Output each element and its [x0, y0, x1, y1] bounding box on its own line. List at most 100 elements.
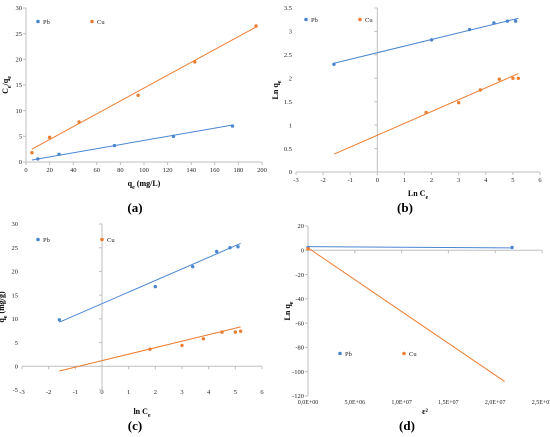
data-point-pb — [153, 284, 158, 289]
data-point-cu — [497, 77, 502, 81]
data-point-pb — [492, 21, 496, 25]
y-tick-label: 0 — [301, 247, 304, 254]
x-tick-label: 5 — [511, 177, 514, 184]
data-point-pb — [505, 19, 510, 23]
trendline-cu — [31, 26, 257, 150]
x-tick-label: 6 — [260, 389, 264, 396]
y-tick-label: 0 — [289, 169, 292, 176]
x-tick-label: -1 — [348, 177, 353, 184]
x-tick-label: 1 — [127, 389, 130, 396]
legend-label-cu: Cu — [365, 17, 373, 24]
data-point-cu — [180, 343, 184, 348]
x-tick-label: 40 — [70, 167, 77, 174]
data-point-pb — [171, 134, 176, 139]
x-tick-label: 0 — [24, 167, 27, 174]
x-tick-label: -2 — [46, 389, 51, 396]
x-tick-label: 6 — [538, 177, 542, 184]
data-point-cu — [516, 76, 521, 80]
y-axis-title: Ce/qe — [1, 76, 13, 94]
y-tick-label: 5 — [15, 340, 18, 347]
x-tick-label: -2 — [320, 177, 325, 184]
data-point-cu — [424, 110, 428, 115]
x-tick-label: 1,5E+07 — [438, 400, 459, 406]
x-axis-title: ε² — [422, 407, 428, 416]
x-tick-label: 200 — [257, 167, 267, 174]
data-point-cu — [47, 135, 52, 140]
y-axis-title: Ln qe — [271, 80, 283, 99]
y-tick-label: 0.5 — [284, 146, 292, 153]
data-point-pb — [36, 157, 40, 161]
x-axis-title: ln Ce — [133, 407, 150, 419]
data-point-cu — [254, 24, 258, 28]
y-tick-label: 5 — [19, 134, 22, 141]
x-tick-label: 100 — [139, 167, 149, 174]
y-tick-label: -120 — [292, 393, 304, 400]
panel-label-b: (b) — [397, 200, 413, 215]
legend-label-pb: Pb — [43, 19, 50, 26]
x-tick-label: 5,0E+06 — [345, 400, 366, 406]
y-tick-label: 10 — [16, 108, 23, 115]
x-tick-label: 1,0E+07 — [391, 400, 412, 406]
data-point-cu — [77, 120, 81, 124]
trendline-pb — [307, 246, 513, 249]
legend-marker-cu — [358, 17, 362, 22]
y-tick-label: 20 — [16, 57, 23, 64]
x-axis-title: qe (mg/L) — [128, 179, 161, 191]
x-tick-label: -3 — [19, 389, 24, 396]
legend-label-pb: Pb — [311, 17, 318, 24]
data-point-pb — [467, 27, 472, 32]
data-point-cu — [201, 337, 206, 341]
x-tick-label: 20 — [46, 167, 53, 174]
legend-marker-pb — [36, 237, 40, 242]
x-tick-label: 1 — [403, 177, 406, 184]
panel-label-c: (c) — [127, 418, 143, 433]
trendline-cu — [307, 247, 505, 382]
legend-marker-pb — [338, 351, 342, 356]
x-tick-label: 4 — [207, 389, 211, 396]
chart-d: 0,0E+00 5,0E+06 1,0E+07 1,5E+07 2,0E+07 2,5E+… — [283, 223, 550, 416]
y-tick-label: -20 — [295, 272, 304, 279]
x-tick-label: 0,0E+00 — [298, 400, 319, 406]
x-axis-title: Ln Ce — [408, 189, 429, 201]
legend-label-pb: Pb — [43, 237, 50, 244]
panel-c: -3 -2 -1 0 1 2 3 4 5 6 -5 0 5 10 15 20 25 30 ln Ce qe (mg/g… — [0, 218, 270, 437]
data-point-pb — [332, 62, 336, 66]
x-tick-label: 80 — [117, 167, 124, 174]
chart-c: -3 -2 -1 0 1 2 3 4 5 6 -5 0 5 10 15 20 25 30 ln Ce qe (mg/g… — [0, 221, 264, 419]
data-point-cu — [478, 88, 483, 92]
legend-marker-cu — [402, 351, 406, 356]
y-tick-label: 10 — [12, 316, 19, 323]
x-tick-label: 120 — [163, 167, 173, 174]
data-point-pb — [112, 143, 117, 148]
y-tick-label: -80 — [295, 345, 304, 352]
legend-marker-cu — [100, 237, 104, 242]
panel-d: 0,0E+00 5,0E+06 1,0E+07 1,5E+07 2,0E+07 2,5E+… — [278, 218, 550, 437]
x-tick-label: 2,0E+07 — [485, 400, 506, 406]
data-point-cu — [30, 151, 34, 155]
chart-a: 0 20 40 60 80 100 120 140 160 180 200 0 5 10 15 20 25 30 q… — [1, 5, 267, 191]
y-tick-label: -5 — [13, 387, 18, 394]
y-tick-label: -60 — [295, 320, 304, 327]
legend-label-cu: Cu — [97, 19, 105, 26]
panel-label-a: (a) — [127, 200, 143, 215]
data-point-pb — [214, 249, 219, 254]
x-tick-label: 2 — [154, 389, 157, 396]
y-tick-label: 20 — [298, 223, 305, 230]
y-tick-label: 3 — [289, 29, 292, 36]
x-tick-label: -3 — [293, 177, 298, 184]
data-point-cu — [456, 100, 461, 105]
y-tick-label: 30 — [16, 5, 23, 12]
data-point-cu — [136, 93, 140, 97]
panel-b: -3 -2 -1 0 1 2 3 4 5 6 0 0.5 1 1.5 2 2.5 3 3.5 Ln Ce Ln qe P… — [271, 0, 550, 218]
data-point-pb — [510, 245, 514, 250]
data-point-pb — [513, 19, 518, 23]
x-tick-label: 2 — [430, 177, 433, 184]
x-tick-label: 180 — [234, 167, 244, 174]
x-tick-label: 140 — [186, 167, 196, 174]
y-tick-label: 15 — [16, 82, 23, 89]
legend-marker-pb — [304, 17, 308, 22]
data-point-pb — [57, 318, 62, 322]
data-point-cu — [193, 60, 197, 64]
data-point-pb — [230, 124, 235, 128]
y-tick-label: 25 — [12, 245, 19, 252]
